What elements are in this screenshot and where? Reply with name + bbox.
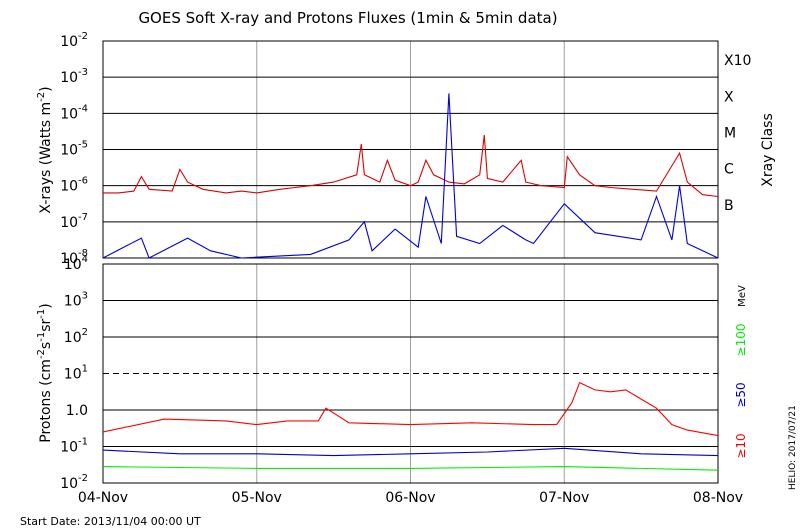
xray-panel: 10-810-710-610-510-410-310-2BCMXX10Xray … — [36, 31, 776, 267]
credit-label: HELIO: 2017/07/21 — [788, 405, 798, 490]
proton-tick-label: 102 — [64, 327, 88, 346]
xray-tick-label: 10-5 — [60, 140, 88, 159]
panel-frame — [102, 263, 719, 484]
xray-tick-label: 10-7 — [60, 212, 88, 231]
proton-tick-label: 101 — [64, 364, 88, 383]
legend-entry: ≥10 — [734, 433, 748, 458]
chart-title: GOES Soft X-ray and Protons Fluxes (1min… — [138, 9, 557, 27]
start-date: Start Date: 2013/11/04 00:00 UT — [20, 515, 201, 528]
xray-class-title: Xray Class — [760, 113, 776, 187]
legend-entry: ≥100 — [734, 324, 748, 357]
xray-class-label: M — [724, 126, 736, 142]
xray-class-label: X — [724, 89, 734, 105]
panel-frame — [102, 40, 719, 259]
proton-tick-label: 1.0 — [66, 403, 88, 419]
series-line-2 — [102, 466, 719, 471]
energy-unit: MeV — [737, 285, 748, 307]
series-line-1 — [102, 93, 719, 259]
xray-ylabel: X-rays (Watts m-2) — [36, 86, 54, 213]
xray-class-label: B — [724, 198, 734, 214]
xray-tick-label: 10-2 — [60, 31, 88, 50]
x-tick-label: 04-Nov — [78, 490, 128, 506]
xray-tick-label: 10-3 — [60, 67, 88, 86]
xray-tick-label: 10-6 — [60, 176, 88, 195]
series-line-0 — [103, 134, 719, 198]
xray-tick-label: 10-4 — [60, 103, 88, 122]
x-tick-label: 06-Nov — [385, 490, 435, 506]
proton-tick-label: 104 — [64, 254, 88, 273]
x-axis: 04-Nov 05-Nov 06-Nov 07-Nov 08-Nov — [78, 490, 743, 506]
x-tick-label: 08-Nov — [693, 490, 743, 506]
proton-ylabel: Protons (cm-2s-1sr-1) — [36, 303, 54, 442]
x-tick-label: 05-Nov — [232, 490, 282, 506]
legend-entry: ≥50 — [734, 382, 748, 407]
x-tick-label: 07-Nov — [539, 490, 589, 506]
xray-class-label: C — [724, 162, 734, 178]
series-line-1 — [102, 447, 719, 457]
series-line-0 — [102, 381, 719, 437]
proton-tick-label: 103 — [64, 291, 88, 310]
xray-class-label: X10 — [724, 53, 751, 69]
proton-tick-label: 10-1 — [60, 437, 88, 456]
